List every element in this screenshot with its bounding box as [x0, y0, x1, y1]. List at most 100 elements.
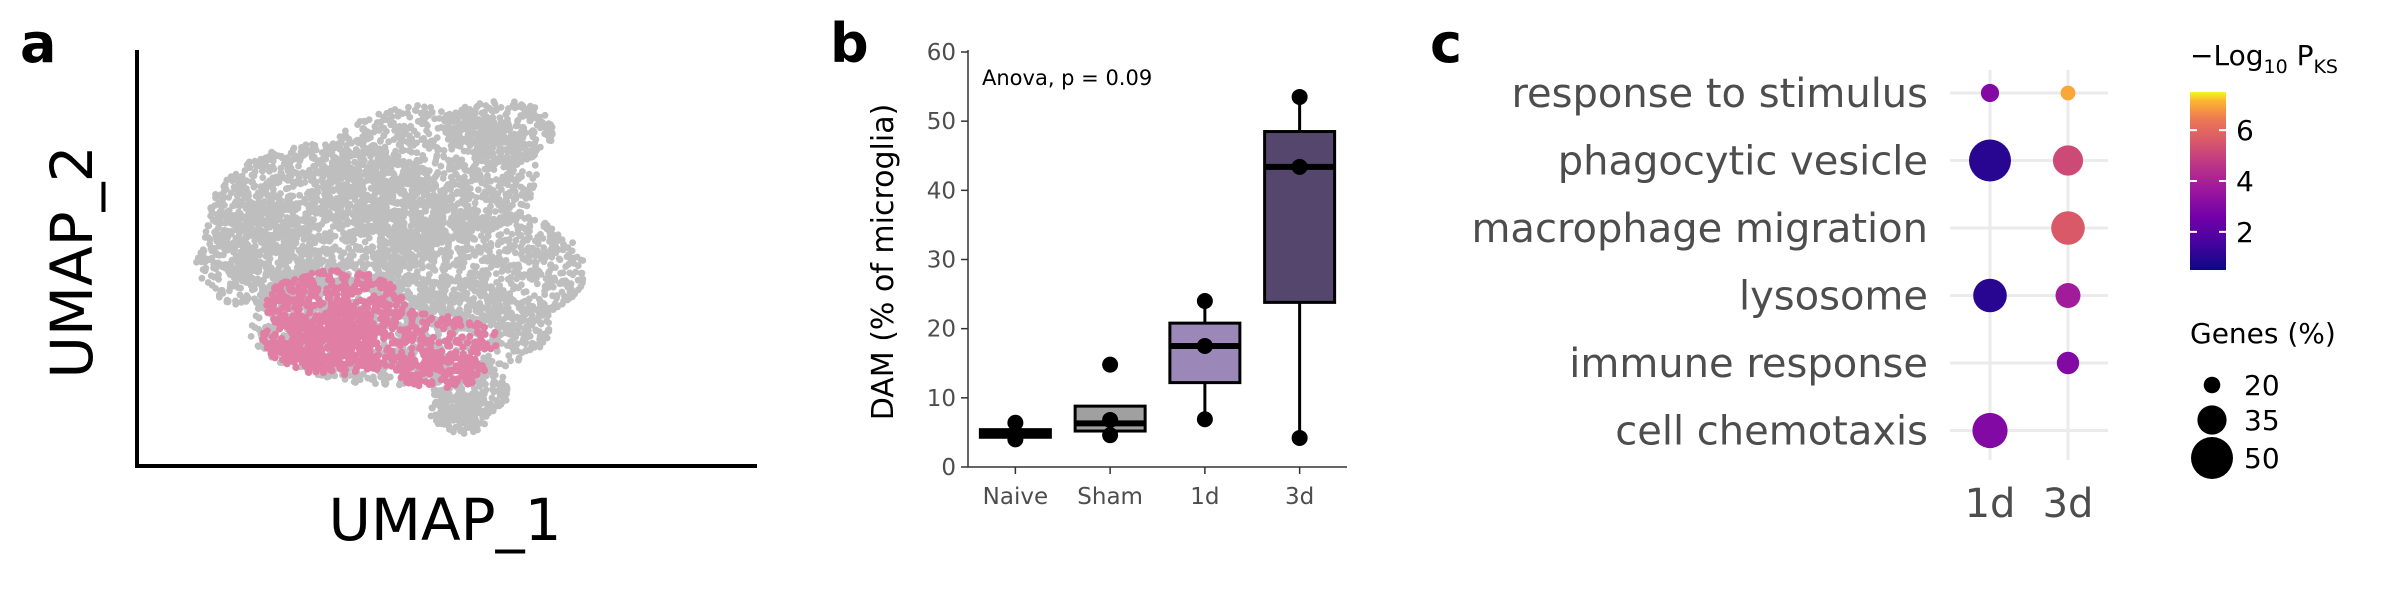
umap-cell-point — [527, 190, 534, 198]
umap-cell-point — [301, 195, 309, 203]
umap-cell-point — [461, 223, 469, 231]
umap-cell-point — [493, 107, 500, 114]
umap-cell-point — [520, 331, 527, 338]
umap-cell-point — [474, 144, 482, 152]
umap-cell-point — [231, 201, 239, 209]
umap-cell-point — [414, 165, 422, 173]
umap-cell-point — [251, 324, 259, 331]
umap-cell-point — [369, 243, 377, 251]
umap-cell-point — [526, 140, 533, 148]
umap-cell-point — [509, 183, 517, 191]
umap-cell-point — [475, 186, 482, 194]
umap-cell-point — [482, 412, 490, 420]
umap-cell-point — [406, 262, 413, 270]
umap-cell-point — [449, 157, 457, 165]
umap-cell-point — [416, 157, 424, 164]
umap-cell-point — [556, 256, 564, 264]
umap-cell-point — [512, 122, 520, 130]
umap-cell-point — [514, 226, 522, 233]
umap-cell-point — [199, 255, 207, 263]
umap-cell-point — [373, 221, 380, 229]
umap-cell-point — [545, 120, 553, 128]
umap-cell-point — [510, 151, 518, 159]
umap-cell-point — [451, 224, 459, 231]
umap-cell-point — [265, 156, 272, 164]
umap-cell-point — [367, 184, 375, 192]
umap-cell-point — [328, 179, 336, 187]
umap-cell-point — [479, 315, 487, 323]
umap-cell-point — [329, 161, 336, 169]
umap-cell-point — [518, 101, 525, 109]
umap-cell-point — [434, 169, 441, 177]
umap-cell-point — [431, 179, 438, 187]
umap-cell-point — [280, 269, 287, 277]
umap-cell-point — [348, 248, 356, 256]
umap-cell-point — [462, 229, 470, 237]
umap-cell-point — [521, 309, 528, 316]
umap-cell-point — [376, 261, 384, 269]
umap-cell-point — [265, 252, 272, 260]
umap-cell-point — [475, 152, 482, 160]
umap-cell-point — [286, 195, 294, 203]
umap-cell-point — [396, 234, 403, 242]
umap-cell-point — [478, 136, 485, 144]
umap-cell-point — [464, 202, 472, 210]
umap-cell-point — [437, 162, 445, 170]
umap-cell-point — [480, 216, 488, 224]
umap-cell-point — [401, 197, 408, 205]
umap-cell-point — [522, 288, 530, 295]
umap-cell-point — [273, 267, 281, 275]
umap-cell-point — [434, 223, 442, 231]
umap-cell-point — [375, 227, 383, 235]
umap-cell-point — [492, 155, 499, 163]
umap-cell-point — [265, 259, 273, 267]
umap-cell-point — [540, 244, 548, 252]
umap-cell-point — [498, 137, 506, 145]
umap-cell-point — [392, 147, 399, 155]
umap-cell-point — [406, 232, 414, 239]
umap-cell-point — [493, 198, 501, 206]
umap-cell-point — [331, 232, 339, 240]
umap-cell-point — [485, 293, 492, 301]
umap-cell-point — [472, 222, 480, 230]
umap-cell-point — [395, 108, 403, 116]
umap-cell-point — [318, 149, 326, 157]
umap-cell-point — [579, 257, 587, 264]
umap-cell-point — [338, 137, 345, 145]
umap-cell-point — [460, 164, 468, 171]
umap-cell-point — [501, 362, 509, 369]
umap-cell-point — [441, 253, 449, 261]
umap-cell-point — [578, 277, 586, 284]
umap-cell-point — [413, 230, 421, 238]
umap-cell-point — [536, 340, 543, 348]
umap-cell-point — [300, 235, 308, 243]
umap-cell-point — [199, 266, 207, 273]
umap-cell-point — [490, 379, 498, 387]
umap-cell-point — [507, 280, 515, 288]
umap-cell-point — [212, 265, 220, 273]
umap-cell-point — [517, 151, 524, 159]
panel-a-umap: a UMAP_1 UMAP_2 — [20, 12, 757, 554]
umap-cell-point — [341, 230, 349, 238]
umap-cell-point — [327, 143, 335, 151]
umap-cell-point — [440, 200, 448, 208]
umap-cell-point — [259, 239, 267, 247]
umap-cell-point — [245, 231, 253, 238]
umap-cell-point — [353, 149, 360, 157]
umap-cell-point — [224, 298, 232, 306]
umap-cell-point — [447, 173, 455, 181]
umap-cell-point — [517, 317, 525, 325]
umap-cell-point — [457, 213, 465, 221]
umap-cell-point — [476, 273, 484, 281]
umap-cell-point — [247, 248, 255, 256]
umap-cell-point — [514, 261, 522, 269]
umap-cell-point — [481, 151, 488, 159]
umap-cell-point — [547, 132, 555, 140]
umap-cell-point — [416, 251, 423, 258]
umap-cell-point — [464, 246, 472, 254]
umap-cell-point — [449, 128, 457, 136]
umap-cell-point — [377, 118, 384, 126]
umap-cell-point — [257, 281, 265, 289]
umap-cell-point — [480, 356, 488, 363]
umap-cell-point — [413, 202, 421, 210]
